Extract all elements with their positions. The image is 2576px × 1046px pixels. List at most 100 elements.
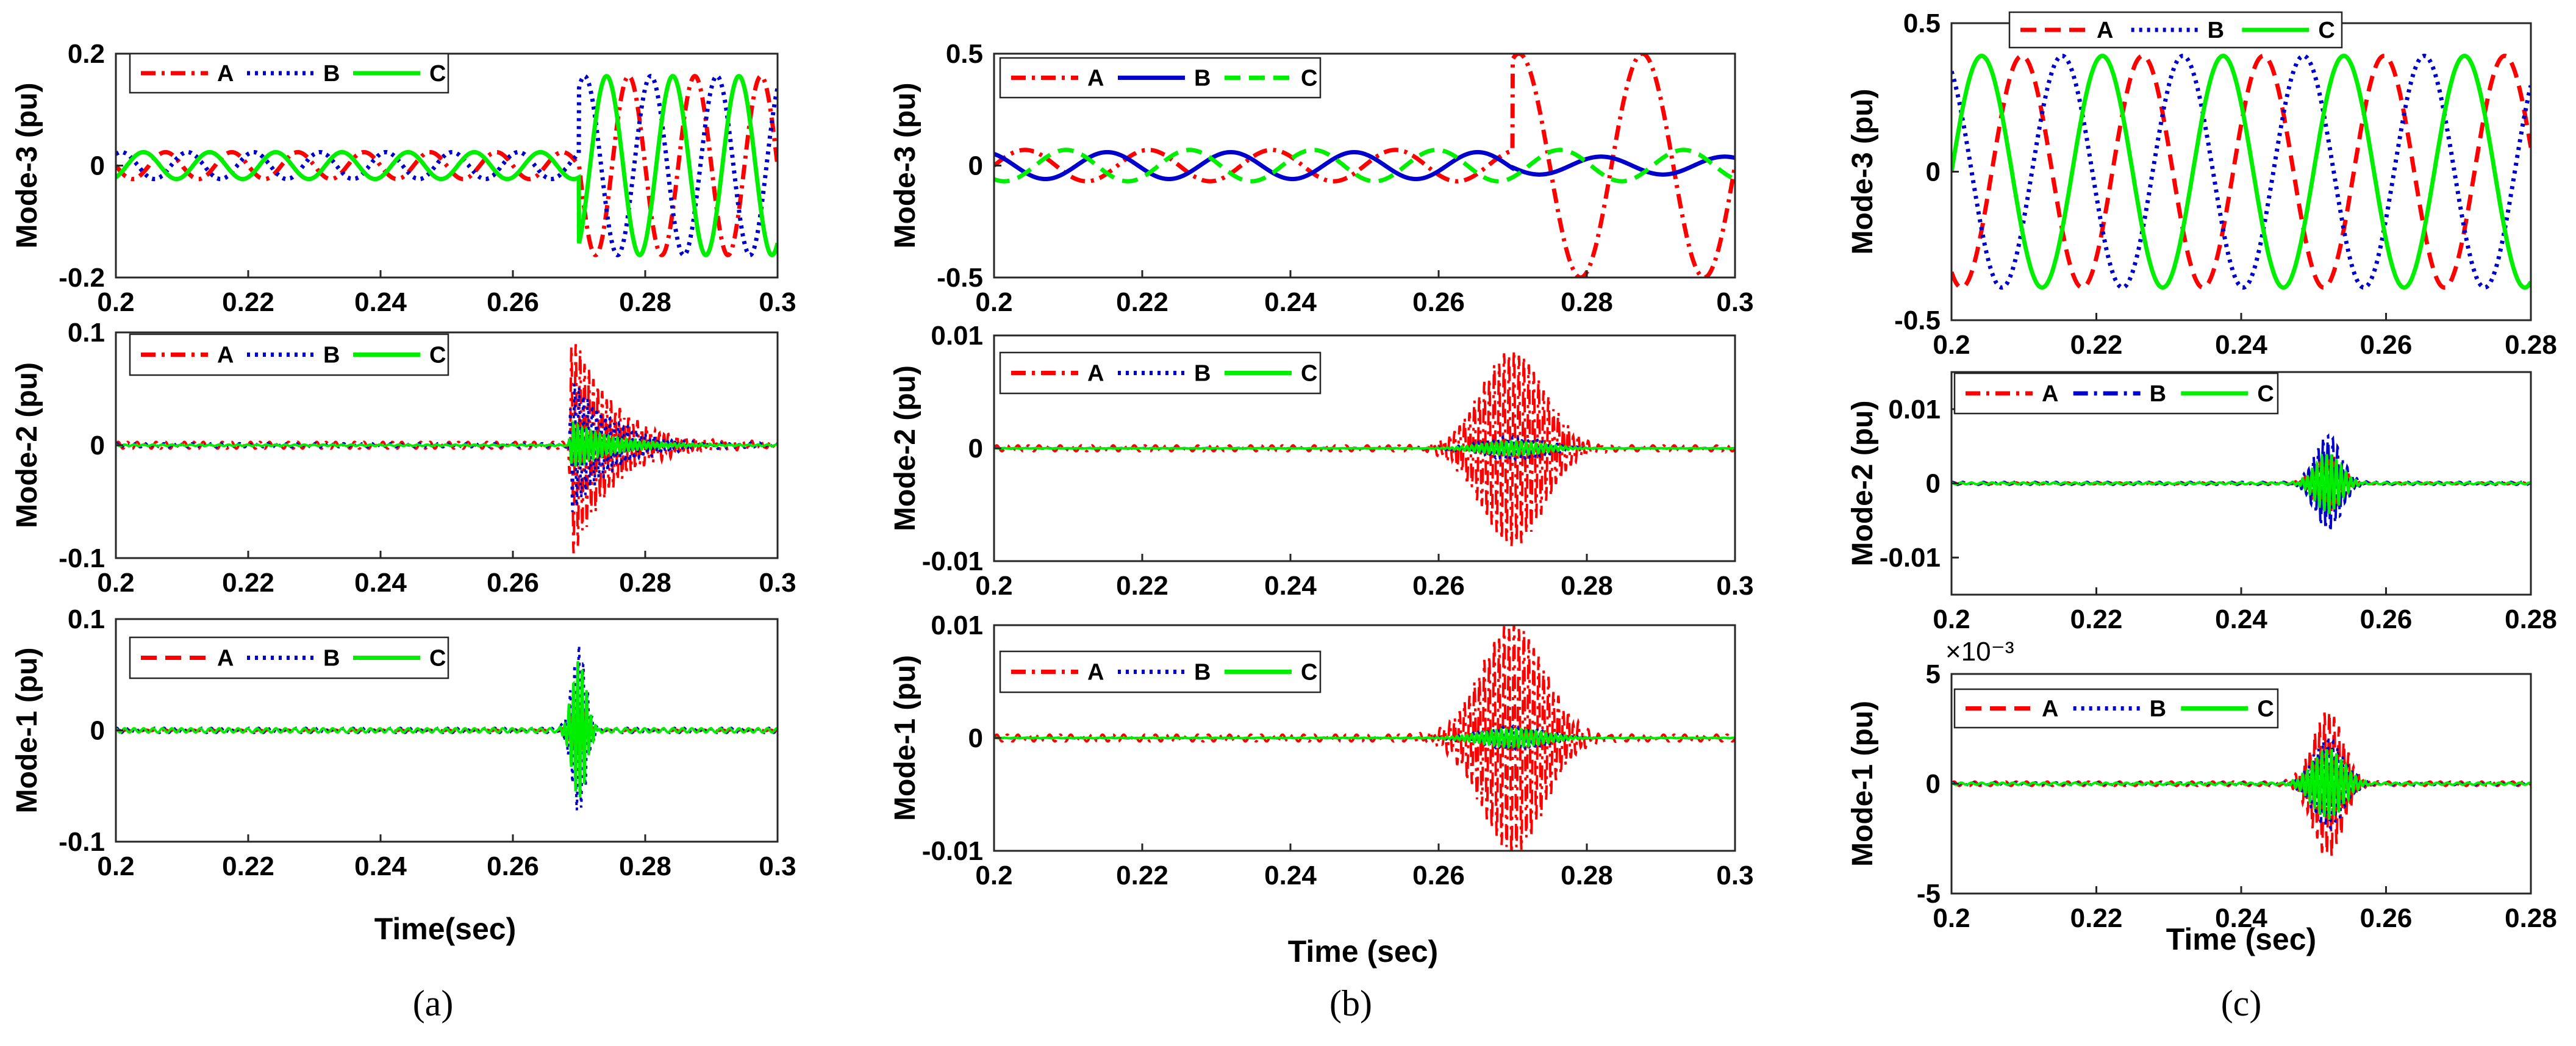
legend-label-B: B: [2150, 381, 2166, 407]
x-tick-label: 0.22: [2070, 330, 2123, 360]
legend-label-A: A: [217, 61, 234, 87]
legend-label-A: A: [1087, 660, 1104, 686]
legend-label-A: A: [217, 343, 234, 368]
legend: A B C: [129, 52, 449, 94]
panel-c-mode1: 0.2 0.22 0.24 0.26 0.28 5 0 -5 ×10⁻³ Mode-1 (pu) A…: [1847, 637, 2557, 933]
x-tick-label: 0.24: [2215, 604, 2267, 634]
x-tick-label: 0.22: [2070, 903, 2123, 933]
y-tick-label: 0: [90, 431, 105, 460]
x-tick-label: 0.2: [97, 568, 134, 598]
legend-label-A: A: [217, 646, 234, 672]
y-tick-label: -5: [1917, 879, 1941, 909]
panel-a-mode1: 0.2 0.22 0.24 0.26 0.28 0.3 0.1 0 -0.1 Mode-1 (pu…: [11, 604, 796, 881]
y-tick-label: -0.5: [937, 263, 983, 293]
y-tick-label: -0.01: [922, 836, 983, 866]
y-tick-label: 0.01: [931, 321, 983, 351]
y-tick-label: -0.1: [59, 543, 105, 573]
legend-label-B: B: [1194, 66, 1211, 91]
x-tick-label: 0.2: [975, 861, 1012, 890]
legend-label-C: C: [2257, 697, 2274, 722]
series-line-A: [994, 350, 1735, 546]
legend-label-B: B: [1194, 361, 1211, 387]
x-tick-label: 0.26: [1412, 287, 1465, 317]
legend: A B C: [999, 57, 1322, 99]
y-tick-label: -0.5: [1894, 306, 1941, 335]
series-line-A: [116, 707, 778, 753]
panel-a-mode3: 0.2 0.22 0.24 0.26 0.28 0.3 0.2 0 -0.2 Mode-3 (pu…: [11, 39, 796, 317]
axes-frame: [1950, 22, 2532, 321]
x-tick-label: 0.22: [2070, 604, 2123, 634]
x-tick-label: 0.2: [975, 287, 1012, 317]
x-tick-label: 0.3: [759, 287, 796, 317]
series-line-C: [1952, 452, 2531, 514]
subfigure-caption: (b): [1329, 983, 1372, 1023]
y-tick-label: 0: [90, 716, 105, 746]
x-tick-label: 0.3: [759, 851, 796, 881]
x-tick-label: 0.26: [1412, 861, 1465, 890]
legend: A B C: [2008, 11, 2343, 49]
y-axis-label: Mode-3 (pu): [889, 83, 921, 249]
legend: A B C: [129, 333, 449, 376]
legend-label-B: B: [2150, 697, 2166, 722]
legend-label-C: C: [2318, 18, 2334, 43]
x-tick-label: 0.3: [1716, 571, 1753, 601]
x-tick-label: 0.2: [975, 571, 1012, 601]
y-tick-label: 0: [1926, 769, 1941, 799]
x-tick-label: 0.2: [1933, 330, 1970, 360]
legend-label-A: A: [1087, 66, 1104, 91]
x-tick-label: 0.22: [1116, 571, 1168, 601]
legend-label-C: C: [1301, 361, 1317, 387]
x-tick-label: 0.24: [354, 568, 407, 598]
legend: A B C: [999, 351, 1322, 395]
x-tick-label: 0.24: [354, 851, 407, 881]
x-tick-label: 0.24: [2215, 903, 2267, 933]
legend-label-A: A: [2042, 697, 2058, 722]
legend-label-B: B: [1194, 660, 1211, 686]
series-line-C: [1952, 54, 2531, 290]
y-tick-label: -0.1: [59, 827, 105, 857]
legend-label-C: C: [2257, 381, 2274, 407]
series-line-C: [994, 439, 1735, 457]
subfigure-caption: (c): [2221, 983, 2262, 1023]
series-line-A: [116, 74, 778, 257]
x-tick-label: 0.28: [619, 287, 671, 317]
x-tick-label: 0.26: [2360, 330, 2413, 360]
legend-label-A: A: [2042, 381, 2058, 407]
subfigure-caption: (a): [413, 983, 454, 1023]
x-tick-label: 0.22: [222, 568, 274, 598]
y-axis-label: Mode-2 (pu): [11, 362, 43, 528]
x-tick-label: 0.3: [759, 568, 796, 598]
legend-label-B: B: [323, 646, 340, 672]
x-tick-label: 0.2: [1933, 604, 1970, 634]
y-tick-label: 0: [1926, 157, 1941, 187]
legend-label-B: B: [323, 343, 340, 368]
x-tick-label: 0.28: [619, 568, 671, 598]
y-tick-label: 0.01: [1888, 395, 1941, 424]
y-tick-label: 0.5: [1903, 9, 1941, 38]
panel-c-mode3: 0.2 0.22 0.24 0.26 0.28 0.5 0 -0.5 Mode-3 (pu) A B…: [1847, 9, 2557, 360]
x-tick-label: 0.28: [1561, 861, 1613, 890]
x-tick-label: 0.28: [2505, 604, 2557, 634]
x-tick-label: 0.3: [1716, 861, 1753, 890]
y-tick-label: 5: [1926, 659, 1941, 689]
y-tick-label: 0.1: [68, 604, 105, 634]
x-tick-label: 0.26: [487, 287, 539, 317]
x-tick-label: 0.26: [487, 851, 539, 881]
x-tick-label: 0.22: [1116, 287, 1168, 317]
x-tick-label: 0.28: [1561, 571, 1613, 601]
legend: A B C: [1953, 372, 2279, 415]
series-line-B: [994, 150, 1735, 181]
legend: A B C: [129, 636, 449, 679]
legend-label-B: B: [2208, 18, 2224, 43]
x-tick-label: 0.2: [1933, 903, 1970, 933]
y-axis-label: Mode-2 (pu): [1847, 401, 1879, 567]
y-exponent-label: ×10⁻³: [1945, 637, 2014, 667]
y-tick-label: -0.2: [59, 263, 105, 293]
series-line-A: [1952, 54, 2531, 290]
x-axis-label: Time(sec): [374, 912, 517, 946]
series-line-B: [116, 74, 778, 257]
panel-a-mode2: 0.2 0.22 0.24 0.26 0.28 0.3 0.1 0 -0.1 Mode-2 (pu…: [11, 318, 796, 598]
